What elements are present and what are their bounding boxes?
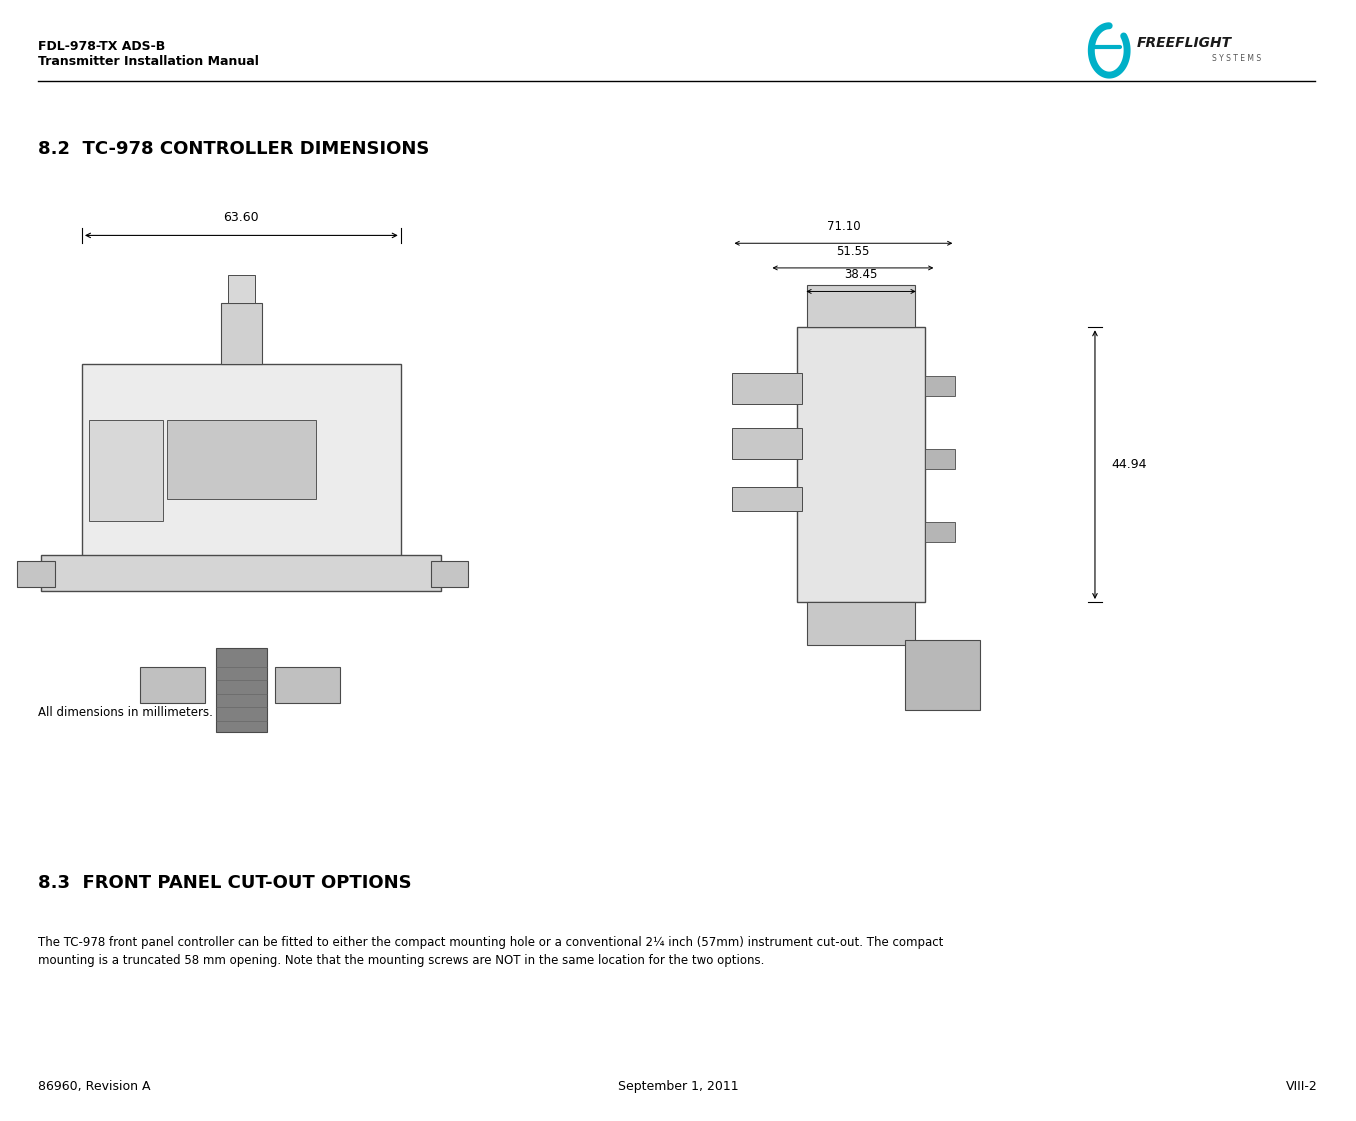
Bar xyxy=(732,428,803,460)
Text: 44.94: 44.94 xyxy=(1112,458,1147,471)
Text: FREEFLIGHT: FREEFLIGHT xyxy=(1136,36,1231,49)
Bar xyxy=(216,648,267,732)
Bar xyxy=(228,275,255,303)
Text: FDL-978-TX ADS-B: FDL-978-TX ADS-B xyxy=(38,40,165,54)
Bar xyxy=(732,487,803,511)
Bar xyxy=(41,555,442,591)
Bar xyxy=(140,667,205,703)
Text: September 1, 2011: September 1, 2011 xyxy=(618,1080,738,1093)
Bar xyxy=(221,303,262,364)
Bar xyxy=(808,285,914,327)
Bar xyxy=(16,560,54,587)
Text: Transmitter Installation Manual: Transmitter Installation Manual xyxy=(38,55,259,68)
Bar xyxy=(275,667,340,703)
Bar xyxy=(431,560,469,587)
Bar xyxy=(808,602,914,645)
Bar xyxy=(797,327,925,602)
Bar xyxy=(925,521,955,541)
Bar xyxy=(81,364,401,583)
Text: 38.45: 38.45 xyxy=(845,268,877,281)
Bar xyxy=(89,420,163,521)
Text: The TC-978 front panel controller can be fitted to either the compact mounting h: The TC-978 front panel controller can be… xyxy=(38,936,944,967)
Bar xyxy=(167,420,316,499)
Text: 63.60: 63.60 xyxy=(224,211,259,224)
Bar xyxy=(732,373,803,405)
Text: All dimensions in millimeters.: All dimensions in millimeters. xyxy=(38,706,213,720)
Bar xyxy=(925,448,955,469)
Text: 8.2  TC-978 CONTROLLER DIMENSIONS: 8.2 TC-978 CONTROLLER DIMENSIONS xyxy=(38,140,430,158)
Bar xyxy=(906,640,979,710)
Bar xyxy=(925,376,955,396)
Text: S Y S T E M S: S Y S T E M S xyxy=(1212,54,1261,63)
Text: VIII-2: VIII-2 xyxy=(1287,1080,1318,1093)
Text: 8.3  FRONT PANEL CUT-OUT OPTIONS: 8.3 FRONT PANEL CUT-OUT OPTIONS xyxy=(38,874,412,892)
Text: 51.55: 51.55 xyxy=(837,244,869,258)
Text: 71.10: 71.10 xyxy=(827,220,860,233)
Text: 86960, Revision A: 86960, Revision A xyxy=(38,1080,151,1093)
